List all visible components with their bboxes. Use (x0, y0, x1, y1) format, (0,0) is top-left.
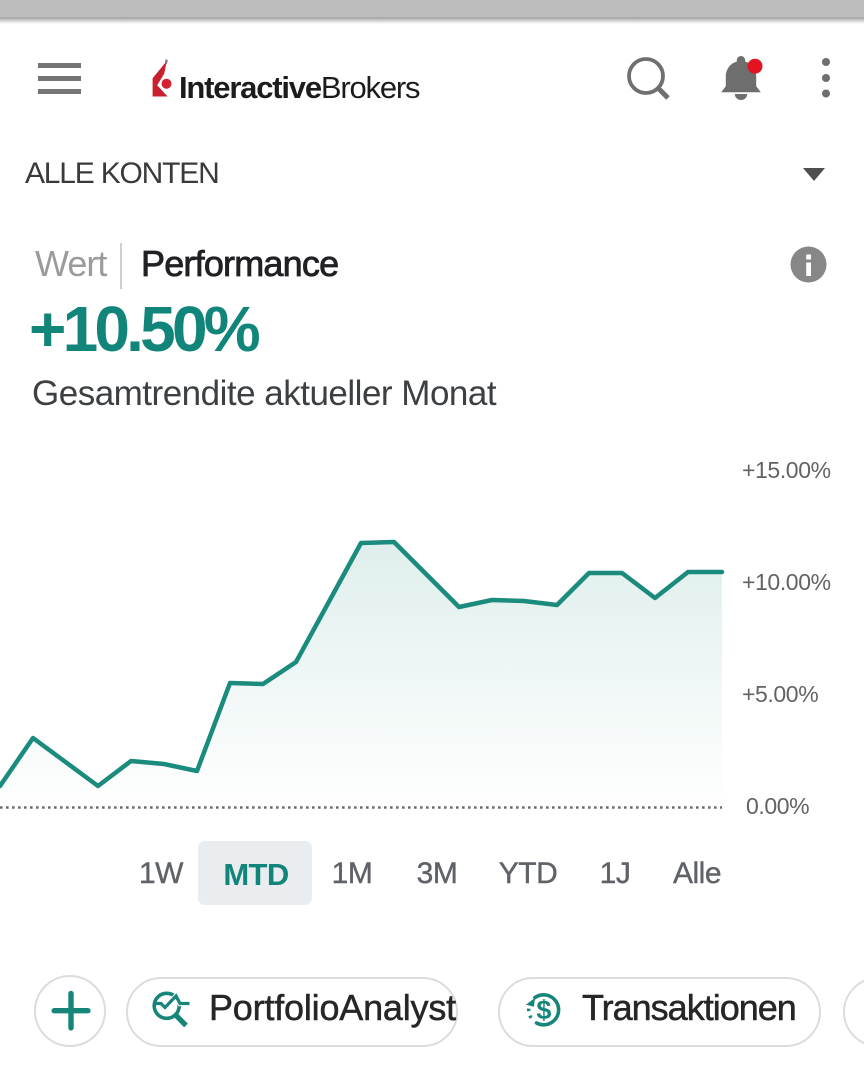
svg-text:$: $ (536, 995, 551, 1025)
